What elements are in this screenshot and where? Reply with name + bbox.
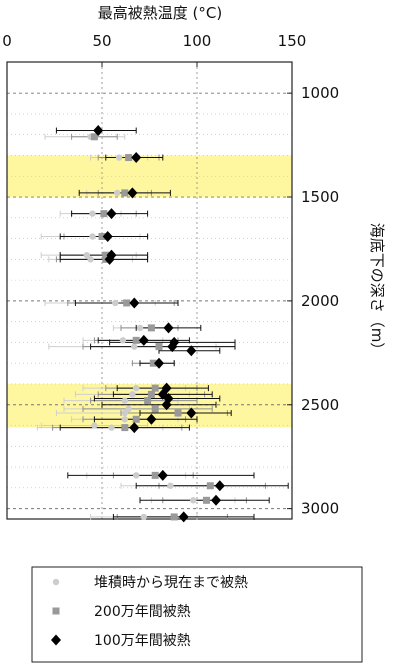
data-point-s1-15 [125, 405, 132, 413]
y-axis-title: 海底下の深さ（m） [368, 223, 386, 358]
data-point-s3-9 [163, 322, 174, 334]
data-point-s3-8 [129, 297, 140, 309]
data-markers [83, 125, 225, 523]
data-point-s3-20 [146, 413, 157, 425]
data-point-s2-20 [151, 471, 159, 479]
y-tick-label-2000: 2000 [301, 292, 339, 310]
data-point-s1-2 [115, 154, 123, 161]
data-point-s2-16 [151, 405, 159, 413]
data-point-s1-11 [131, 343, 138, 350]
plot-frame [6, 61, 293, 520]
data-point-s3-22 [157, 469, 168, 481]
data-point-s2-1 [90, 133, 98, 141]
data-point-s3-13 [186, 345, 197, 357]
data-point-s2-10 [132, 336, 140, 344]
data-point-s1-23 [140, 513, 147, 521]
data-point-s2-4 [100, 210, 108, 218]
data-point-s1-17 [121, 416, 128, 423]
x-tick-label-150: 150 [278, 32, 307, 50]
data-point-s2-22 [203, 496, 210, 504]
data-point-s2-6 [102, 251, 110, 259]
x-tick-label-100: 100 [183, 32, 212, 50]
data-point-s3-14 [154, 357, 164, 369]
data-point-s3-3 [127, 187, 138, 199]
data-point-s1-16 [121, 409, 128, 417]
data-point-s1-9 [136, 324, 144, 332]
data-point-s2-18 [132, 415, 140, 423]
legend-label-1: 堆積時から現在まで被熱 [94, 575, 248, 591]
y-axis-ticks: 1000 1500 2000 2500 3000 [287, 84, 339, 518]
highlight-bands [7, 155, 292, 428]
data-point-s3-18 [161, 399, 172, 411]
data-point-s3-23 [214, 480, 225, 492]
data-point-s1-19 [108, 424, 115, 431]
data-point-s2-12 [149, 359, 157, 367]
data-point-s1-12 [133, 384, 140, 392]
y-tick-label-2500: 2500 [301, 396, 339, 414]
data-point-s3-2 [131, 152, 142, 164]
x-axis-title: 最高被熱温度 (°C) [98, 4, 222, 22]
grid [7, 62, 292, 519]
legend-label-2: 200万年間被熱 [94, 604, 191, 620]
data-point-s3-19 [186, 407, 197, 419]
data-point-s2-19 [121, 424, 129, 432]
data-point-s2-17 [174, 409, 182, 417]
y-tick-label-1000: 1000 [301, 84, 339, 102]
highlight-band-1 [7, 155, 292, 198]
legend-box [31, 566, 363, 663]
data-point-s3-21 [129, 422, 140, 434]
data-point-s3-24 [211, 494, 221, 506]
legend: 堆積時から現在まで被熱 200万年間被熱 100万年間被熱 [31, 566, 363, 663]
data-point-s1-22 [190, 497, 197, 504]
data-point-s2-2 [125, 154, 133, 162]
data-point-s2-21 [206, 482, 214, 490]
x-tick-label-0: 0 [2, 32, 12, 50]
data-point-s2-15 [144, 397, 152, 405]
legend-marker-2 [52, 607, 60, 615]
data-point-s2-23 [170, 513, 178, 521]
data-point-s3-10 [138, 334, 149, 346]
data-point-s1-18 [91, 422, 98, 429]
data-point-s3-5 [102, 230, 113, 242]
data-point-s1-8 [112, 299, 119, 307]
y-tick-label-3000: 3000 [301, 500, 339, 518]
data-point-s2-5 [98, 232, 106, 240]
data-point-s3-12 [167, 341, 178, 353]
data-point-s1-20 [133, 472, 140, 479]
x-axis-ticks: 0 50 100 150 [2, 32, 306, 67]
data-point-s2-9 [147, 324, 155, 332]
data-point-s1-13 [129, 391, 136, 398]
data-point-s1-4 [89, 210, 96, 217]
data-point-s2-14 [147, 390, 155, 398]
data-point-s1-6 [83, 251, 91, 259]
data-point-s2-13 [151, 384, 159, 392]
data-point-s2-3 [121, 189, 129, 197]
data-point-s3-4 [106, 208, 117, 220]
legend-marker-3 [51, 634, 61, 646]
data-point-s2-8 [123, 299, 131, 307]
data-point-s1-10 [119, 337, 127, 344]
data-point-s3-25 [178, 511, 189, 523]
data-point-s1-3 [114, 189, 121, 197]
data-point-s1-21 [167, 482, 174, 489]
legend-marker-1 [52, 578, 60, 586]
data-point-s1-14 [121, 397, 128, 404]
x-tick-label-50: 50 [92, 32, 111, 50]
y-tick-label-1500: 1500 [301, 188, 339, 206]
data-point-s2-11 [155, 343, 163, 351]
legend-label-3: 100万年間被熱 [94, 633, 191, 649]
data-point-s1-7 [87, 256, 94, 263]
data-point-s3-1 [93, 125, 104, 137]
data-point-s3-7 [104, 253, 115, 265]
data-point-s1-5 [89, 233, 96, 240]
